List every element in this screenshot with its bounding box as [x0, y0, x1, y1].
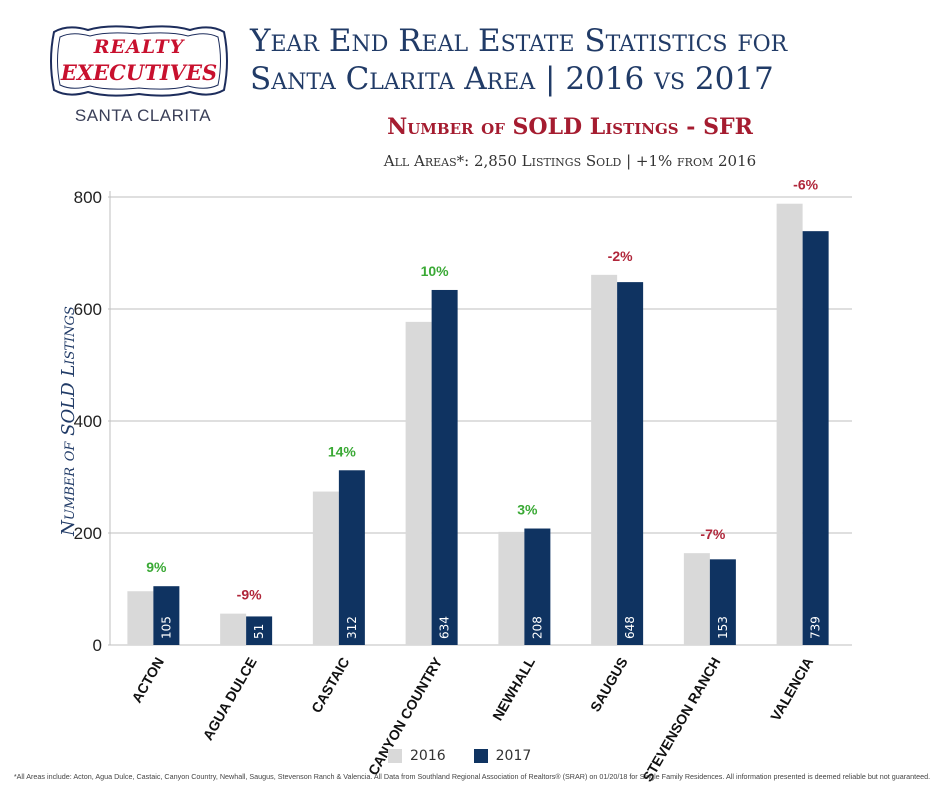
bar-2016: [127, 591, 154, 645]
y-tick-label: 400: [74, 412, 102, 431]
logo-text-realty: REALTY: [93, 36, 185, 58]
x-tick-label: AGUA DULCE: [199, 655, 259, 743]
x-tick-label: ACTON: [128, 655, 167, 706]
logo-location: SANTA CLARITA: [74, 106, 212, 125]
legend-item-2016: 2016: [388, 748, 446, 764]
bar-2017: [802, 231, 829, 645]
change-label: 10%: [421, 263, 450, 279]
title-line-2: Santa Clarita Area | 2016 vs 2017: [250, 61, 774, 97]
bar-2016: [220, 613, 247, 645]
bar-value-label: 208: [530, 616, 544, 639]
x-tick-label: NEWHALL: [489, 654, 538, 723]
title-line-1: Year End Real Estate Statistics for: [250, 23, 788, 59]
legend-label-2016: 2016: [410, 748, 446, 764]
bar-2017: [431, 289, 458, 645]
change-label: 9%: [146, 559, 167, 575]
y-tick-label: 0: [93, 636, 102, 655]
bar-2016: [405, 321, 432, 645]
bar-value-label: 51: [252, 624, 266, 639]
change-label: -7%: [700, 526, 725, 542]
chart-subtitle: Number of SOLD Listings - SFR: [387, 114, 753, 140]
bar-value-label: 739: [809, 616, 823, 639]
y-tick-label: 600: [74, 300, 102, 319]
footnote: *All Areas include: Acton, Agua Dulce, C…: [13, 772, 931, 781]
legend-item-2017: 2017: [473, 748, 532, 764]
legend-swatch-2017: [473, 749, 488, 763]
change-label: 14%: [328, 443, 357, 459]
legend-swatch-2016: [388, 749, 402, 763]
y-axis-label: Number of SOLD Listings: [58, 306, 79, 537]
bar-value-label: 648: [623, 616, 637, 639]
brand-logo: REALTY EXECUTIVES: [48, 22, 230, 100]
y-tick-label: 800: [74, 188, 102, 207]
logo-badge-icon: [50, 25, 228, 97]
y-tick-label: 200: [74, 524, 102, 543]
bar-value-label: 153: [716, 616, 730, 639]
bar-2016: [776, 203, 803, 645]
x-tick-label: SAUGUS: [587, 655, 631, 715]
bar-2016: [683, 553, 710, 645]
x-tick-label: STEVENSON RANCH: [639, 655, 723, 785]
summary-line: All Areas*: 2,850 Listings Sold | +1% fr…: [383, 152, 757, 170]
bar-2016: [498, 531, 525, 645]
bar-2017: [153, 586, 180, 645]
bar-value-label: 634: [438, 616, 452, 639]
bar-value-label: 312: [345, 616, 359, 639]
legend-label-2017: 2017: [495, 748, 532, 764]
bar-2017: [246, 616, 273, 645]
x-tick-label: CASTAIC: [308, 655, 352, 716]
x-tick-label: VALENCIA: [767, 655, 816, 724]
change-label: -9%: [237, 587, 262, 603]
bar-2016: [591, 274, 618, 645]
bar-2017: [338, 470, 365, 645]
bar-2017: [709, 559, 736, 645]
change-label: -6%: [793, 177, 818, 193]
bar-2017: [617, 282, 644, 645]
logo-text-executives: EXECUTIVES: [60, 60, 218, 85]
legend: 2016 2017: [388, 748, 531, 764]
change-label: -2%: [608, 248, 633, 264]
bar-2017: [524, 528, 551, 645]
bar-2016: [312, 491, 339, 645]
page-title: Year End Real Estate Statistics for Sant…: [250, 22, 930, 98]
change-label: 3%: [517, 502, 538, 518]
bar-value-label: 105: [159, 616, 173, 639]
